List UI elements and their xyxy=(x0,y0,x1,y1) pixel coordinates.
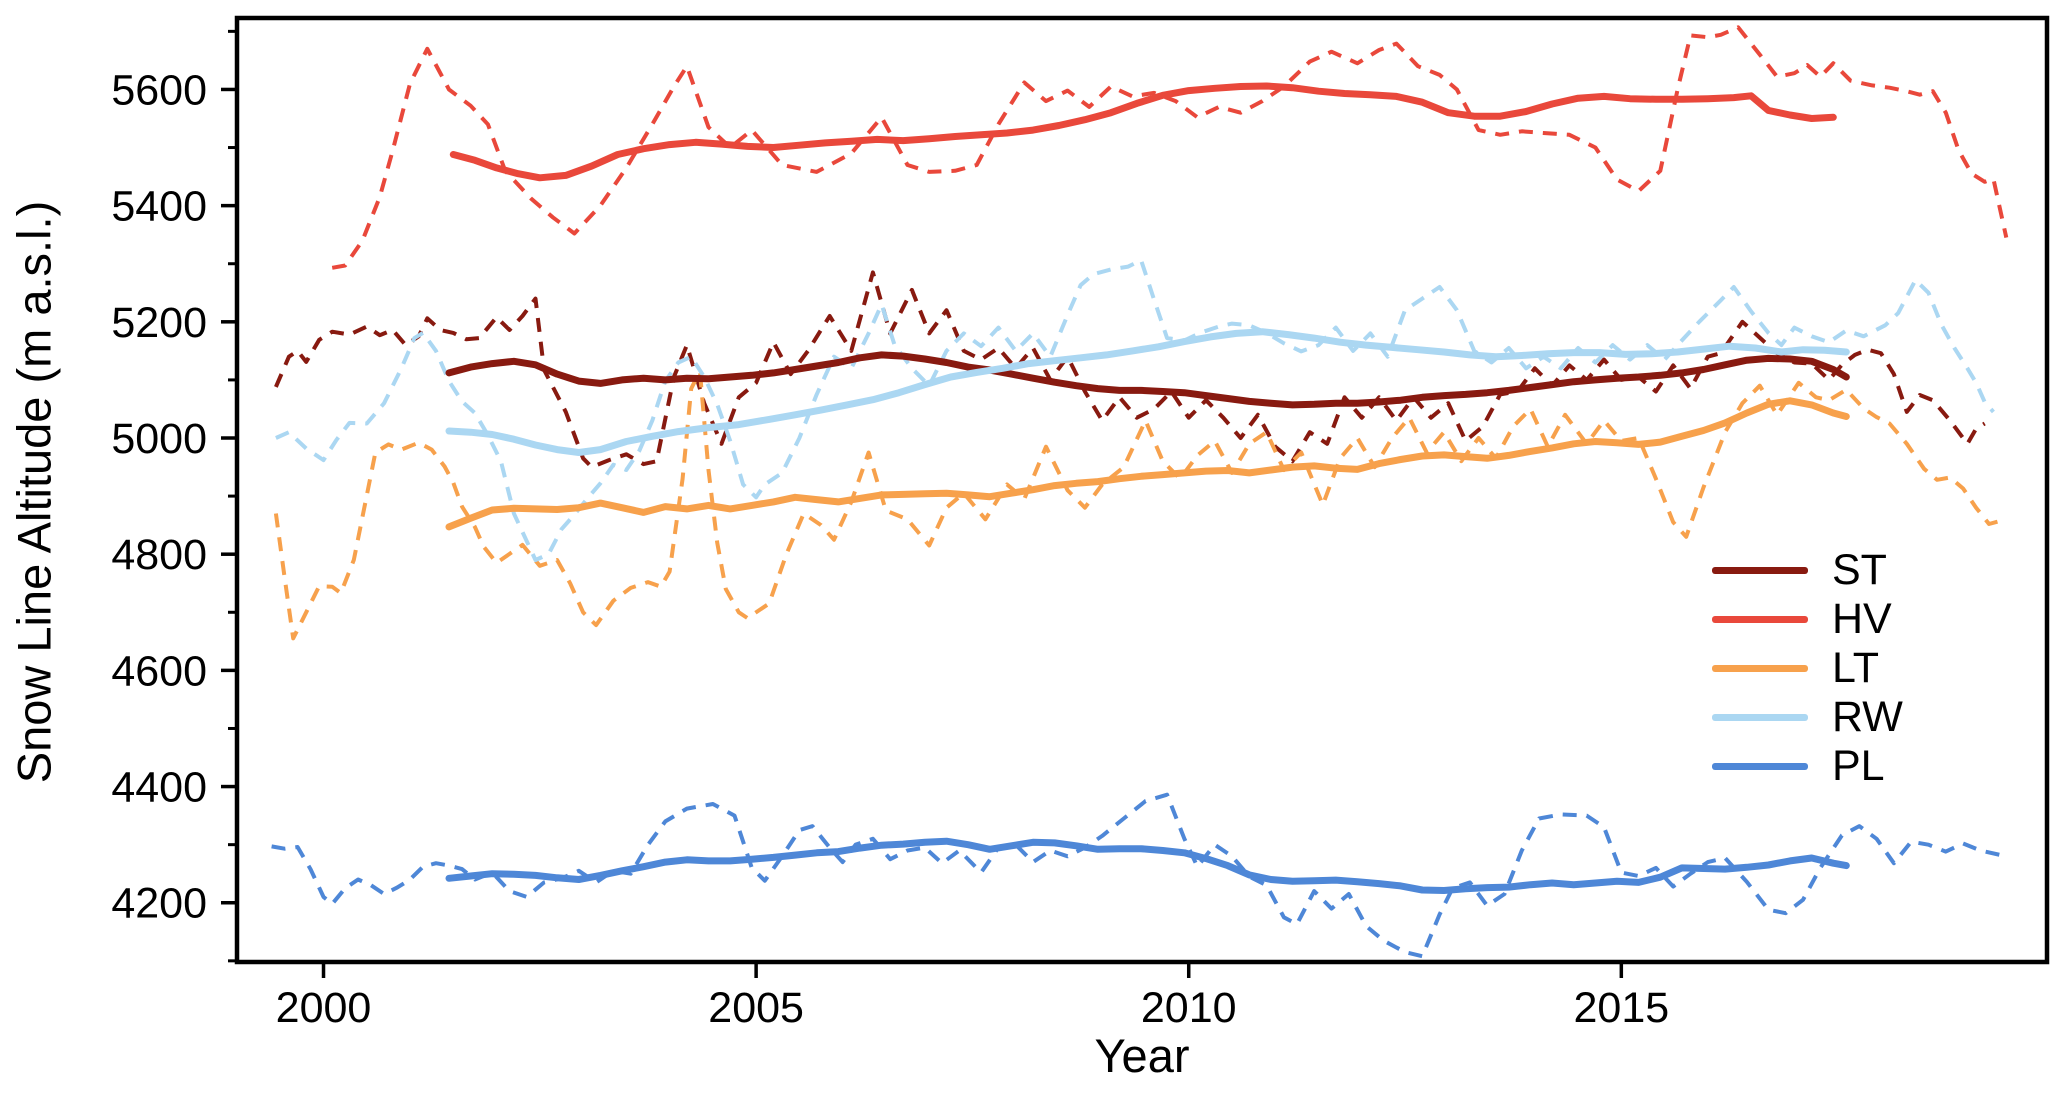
legend: ST HV LT RW PL xyxy=(1712,546,1903,791)
legend-swatch-LT xyxy=(1712,665,1808,672)
y-tick-label: 4800 xyxy=(111,531,207,579)
series-HV-solid-line xyxy=(449,82,1837,182)
legend-swatch-RW xyxy=(1712,714,1808,721)
series-PL-solid-line xyxy=(445,837,1850,894)
legend-item-ST: ST xyxy=(1712,546,1903,595)
legend-item-HV: HV xyxy=(1712,595,1903,644)
x-tick-label: 2005 xyxy=(708,984,804,1032)
y-axis-title: Snow Line Altitude (m a.s.l.) xyxy=(7,200,61,784)
y-tick-label: 4400 xyxy=(111,764,207,812)
x-axis-title: Year xyxy=(1094,1029,1190,1082)
y-tick-label: 5600 xyxy=(111,66,207,114)
legend-label-LT: LT xyxy=(1832,644,1879,692)
legend-swatch-HV xyxy=(1712,616,1808,623)
legend-item-RW: RW xyxy=(1712,693,1903,742)
plot-frame xyxy=(234,15,2050,965)
legend-label-HV: HV xyxy=(1832,595,1892,643)
y-tick-label: 5400 xyxy=(111,183,207,231)
series-HV-dashed-line xyxy=(331,25,2009,270)
series-RW-dashed-line xyxy=(275,258,1995,562)
legend-label-PL: PL xyxy=(1832,742,1885,790)
legend-swatch-ST xyxy=(1712,567,1808,574)
series-LT-solid-line xyxy=(445,397,1850,531)
x-tick-label: 2015 xyxy=(1573,984,1669,1032)
series-ST-dashed-line xyxy=(274,270,1986,470)
y-tick-label: 5000 xyxy=(111,415,207,463)
legend-label-ST: ST xyxy=(1832,546,1887,594)
y-tick-label: 4200 xyxy=(111,880,207,928)
legend-swatch-PL xyxy=(1712,763,1808,770)
x-tick-label: 2010 xyxy=(1141,984,1237,1032)
legend-item-PL: PL xyxy=(1712,742,1903,791)
series-RW-solid-line xyxy=(445,328,1850,456)
x-tick-label: 2000 xyxy=(276,984,372,1032)
series-ST-solid-line xyxy=(445,351,1850,409)
y-tick-label: 4600 xyxy=(111,647,207,695)
legend-item-LT: LT xyxy=(1712,644,1903,693)
series-LT-dashed-line xyxy=(273,369,2003,641)
y-tick-label: 5200 xyxy=(111,299,207,347)
legend-label-RW: RW xyxy=(1832,693,1903,741)
